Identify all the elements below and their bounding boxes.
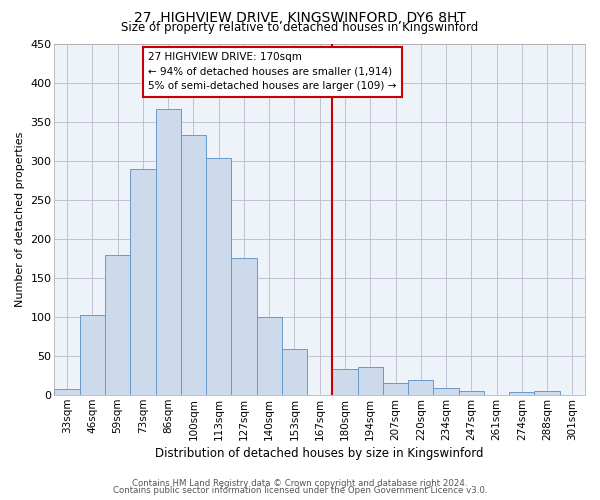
Text: 27, HIGHVIEW DRIVE, KINGSWINFORD, DY6 8HT: 27, HIGHVIEW DRIVE, KINGSWINFORD, DY6 8H… xyxy=(134,11,466,25)
Bar xyxy=(105,254,130,395)
Bar xyxy=(282,349,307,395)
Bar xyxy=(332,370,358,395)
Bar xyxy=(130,169,155,395)
Bar xyxy=(358,367,383,395)
Bar xyxy=(80,315,105,395)
Bar xyxy=(232,258,257,395)
Bar xyxy=(155,109,181,395)
Bar xyxy=(257,317,282,395)
Bar xyxy=(206,158,232,395)
Y-axis label: Number of detached properties: Number of detached properties xyxy=(15,132,25,308)
Bar xyxy=(433,388,458,395)
Text: 27 HIGHVIEW DRIVE: 170sqm
← 94% of detached houses are smaller (1,914)
5% of sem: 27 HIGHVIEW DRIVE: 170sqm ← 94% of detac… xyxy=(148,52,397,92)
Bar xyxy=(458,392,484,395)
Bar xyxy=(509,392,535,395)
Text: Contains public sector information licensed under the Open Government Licence v3: Contains public sector information licen… xyxy=(113,486,487,495)
Bar xyxy=(181,136,206,395)
X-axis label: Distribution of detached houses by size in Kingswinford: Distribution of detached houses by size … xyxy=(155,447,484,460)
Bar xyxy=(535,392,560,395)
Bar xyxy=(55,389,80,395)
Bar xyxy=(383,384,408,395)
Text: Contains HM Land Registry data © Crown copyright and database right 2024.: Contains HM Land Registry data © Crown c… xyxy=(132,478,468,488)
Text: Size of property relative to detached houses in Kingswinford: Size of property relative to detached ho… xyxy=(121,22,479,35)
Bar xyxy=(408,380,433,395)
